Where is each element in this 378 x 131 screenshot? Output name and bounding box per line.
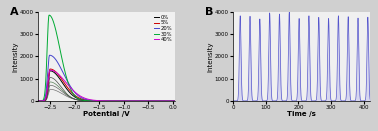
- 20%: [149, 100, 153, 102]
- Legend: 0%, 5%, 20%, 30%, 40%: 0%, 5%, 20%, 30%, 40%: [153, 14, 173, 43]
- 30%: [60, 62, 65, 63]
- Line: 40%: 40%: [38, 70, 175, 101]
- 20%: [60, 71, 65, 73]
- Text: A: A: [10, 7, 19, 17]
- 40%: [88, 99, 93, 100]
- 40%: [36, 100, 40, 102]
- 30%: [173, 100, 178, 102]
- 0%: [173, 100, 178, 102]
- 40%: [60, 78, 65, 80]
- Text: B: B: [206, 7, 214, 17]
- 30%: [138, 100, 143, 102]
- 5%: [88, 100, 93, 101]
- 0%: [138, 100, 143, 102]
- Line: 0%: 0%: [38, 71, 175, 101]
- 40%: [48, 69, 53, 71]
- 20%: [47, 54, 52, 56]
- 0%: [88, 100, 93, 102]
- 40%: [138, 100, 143, 102]
- 5%: [60, 80, 65, 82]
- 30%: [125, 100, 130, 102]
- 20%: [138, 100, 143, 102]
- Y-axis label: Intensity: Intensity: [208, 41, 214, 72]
- 0%: [125, 100, 130, 102]
- 20%: [88, 100, 93, 101]
- 30%: [149, 100, 153, 102]
- Line: 30%: 30%: [38, 15, 175, 101]
- 40%: [125, 100, 130, 102]
- X-axis label: Time /s: Time /s: [287, 111, 316, 117]
- 40%: [173, 100, 178, 102]
- Line: 5%: 5%: [38, 69, 175, 101]
- Y-axis label: Intensity: Intensity: [12, 41, 18, 72]
- 40%: [149, 100, 153, 102]
- 20%: [36, 100, 40, 102]
- 0%: [149, 100, 153, 102]
- 5%: [118, 100, 122, 102]
- 0%: [36, 100, 40, 102]
- 20%: [173, 100, 178, 102]
- 20%: [118, 100, 122, 102]
- 30%: [36, 100, 40, 102]
- 30%: [88, 100, 93, 102]
- 30%: [118, 100, 122, 102]
- 0%: [48, 70, 53, 72]
- 5%: [48, 68, 53, 70]
- 20%: [125, 100, 130, 102]
- 5%: [173, 100, 178, 102]
- 30%: [47, 14, 51, 16]
- 40%: [118, 100, 122, 102]
- X-axis label: Potential /V: Potential /V: [83, 111, 130, 117]
- 5%: [138, 100, 143, 102]
- Line: 20%: 20%: [38, 55, 175, 101]
- 5%: [125, 100, 130, 102]
- 5%: [36, 100, 40, 102]
- 0%: [118, 100, 122, 102]
- 0%: [60, 83, 65, 84]
- 5%: [149, 100, 153, 102]
